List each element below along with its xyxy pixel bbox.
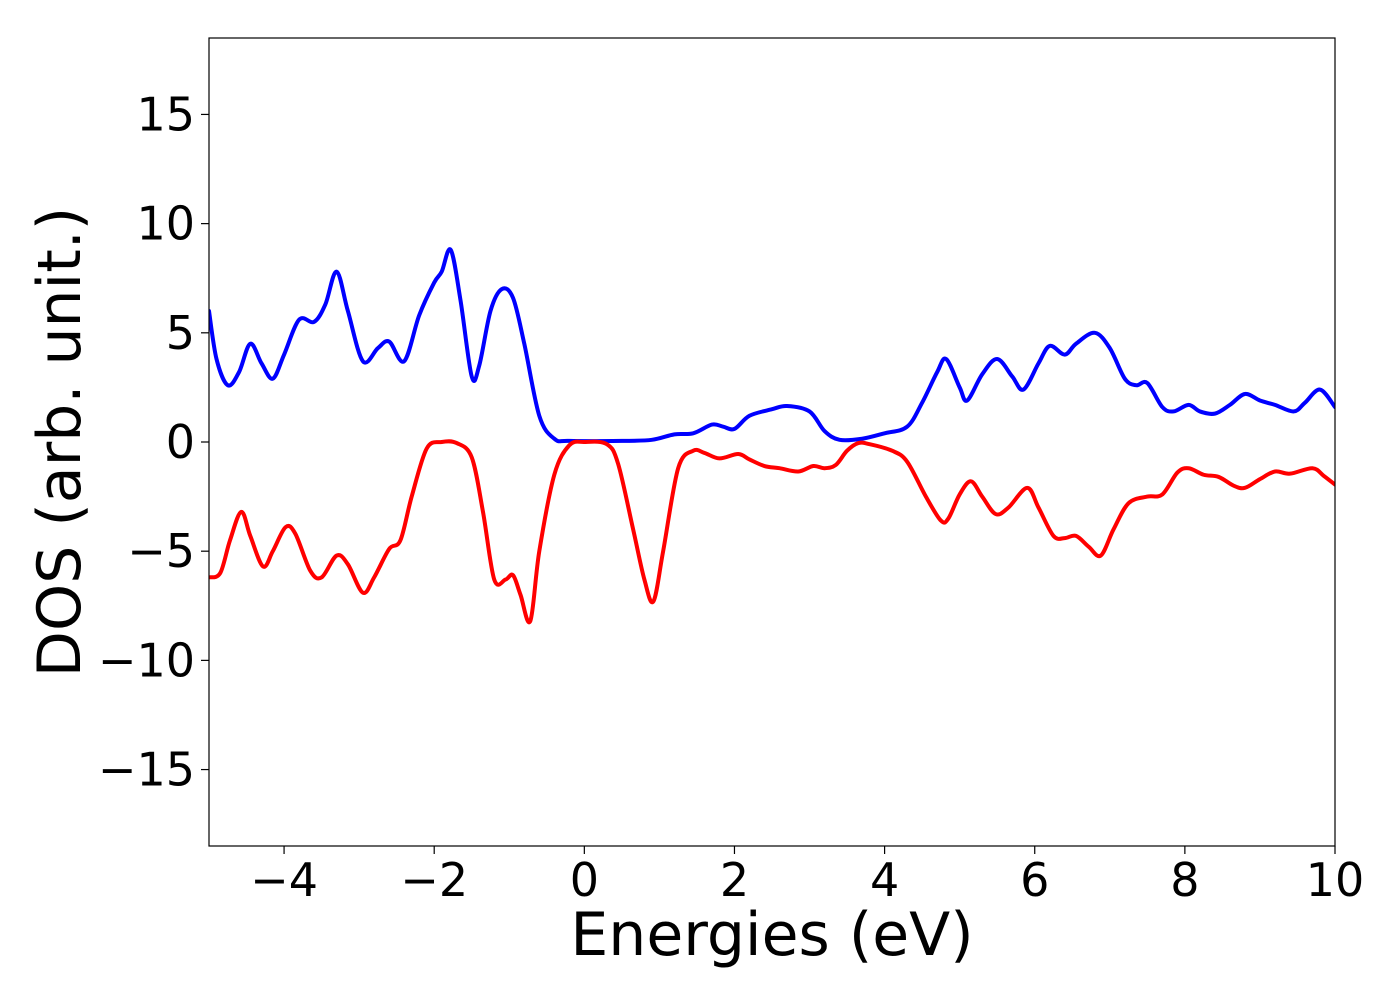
y-tick-label: 0 xyxy=(166,415,195,469)
x-tick-label: −4 xyxy=(250,853,318,907)
x-tick-label: −2 xyxy=(400,853,468,907)
x-tick-label: 10 xyxy=(1306,853,1365,907)
y-tick-label: −10 xyxy=(98,633,195,687)
x-tick-label: 6 xyxy=(1020,853,1049,907)
y-tick-label: −15 xyxy=(98,743,195,797)
x-tick-label: 4 xyxy=(870,853,899,907)
y-tick-label: 5 xyxy=(166,306,195,360)
series-line-1 xyxy=(209,247,1335,444)
plot-frame xyxy=(208,37,1336,847)
x-tick-label: 8 xyxy=(1170,853,1199,907)
x-tick-label: 2 xyxy=(720,853,749,907)
x-axis-label: Energies (eV) xyxy=(570,900,973,970)
y-tick-label: −5 xyxy=(127,524,195,578)
y-axis-label: DOS (arb. unit.) xyxy=(25,207,95,677)
y-tick-label: 10 xyxy=(136,197,195,251)
plot-area xyxy=(209,247,1335,625)
y-tick-label: 15 xyxy=(136,87,195,141)
axis-ticks: −4 −2 0 2 4 6 8 10 15 10 5 0 −5 −10 −15 xyxy=(98,87,1364,907)
series-line-2 xyxy=(209,439,1335,625)
x-tick-label: 0 xyxy=(570,853,599,907)
